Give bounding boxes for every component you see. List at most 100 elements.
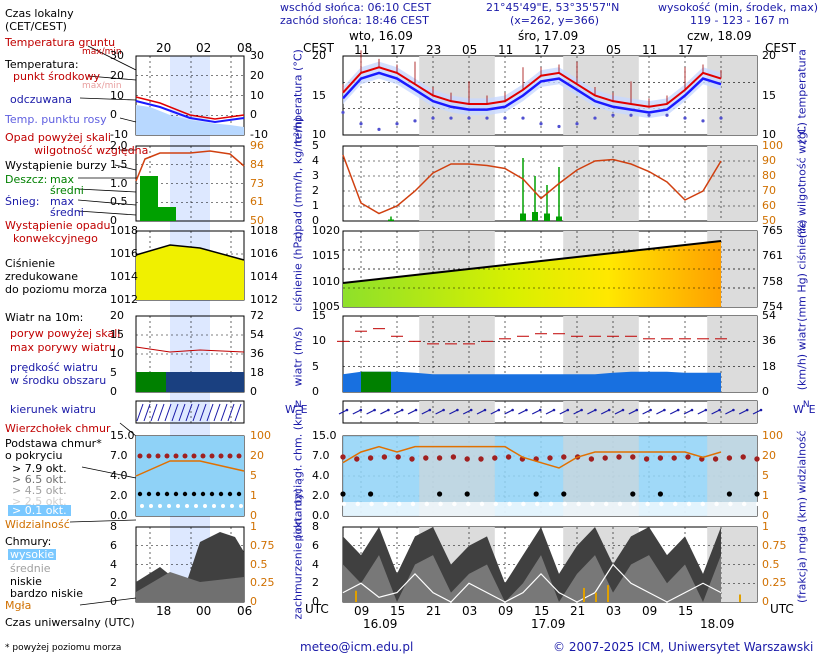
mini-tick-cov-r: 0.5 [250,557,268,571]
mini-gust-line [135,346,245,353]
coords-text: 21°45'49"E, 53°35'57"N [486,1,620,14]
cloud-base-dot-light [562,501,567,507]
cloud-base-dot-light [424,501,429,507]
wind-arrow-head [442,408,445,412]
wind-arrow [352,409,362,415]
cloud-base-dot-light [576,501,581,507]
main-tick-press-l: 1020 [312,224,340,237]
cest-tick: 05 [462,43,478,57]
mini-tick-cb-r: 5 [250,469,257,482]
legend-okt79: > 7.9 okt. [12,462,67,475]
mini-tick-wind-r: 18 [250,366,264,379]
main-tick-wind-l: 0 [312,385,319,398]
mini-top-tick-2: 02 [196,41,212,55]
wind-arrow [366,409,375,415]
fog-bar [607,585,609,602]
main-tick-wind-l: 5 [312,359,319,373]
wind-arrow-head [759,408,763,412]
wind-arrow [476,409,486,415]
cloud-top-dot [409,456,415,462]
legend-clouds: Chmury: [5,535,52,548]
wind-arrow-head [594,408,597,412]
compass-right: WNE [793,400,816,416]
mini-tick-cov-l: 2 [110,576,117,590]
wind-arrow-head [511,408,514,412]
dewpoint-dot [701,119,705,123]
legend-connector [87,75,137,81]
mini-tick-cov-r: 0.75 [250,538,275,552]
mini-wind-arrow [199,403,207,422]
mini-bottom-tick-1: 18 [156,604,172,618]
dewpoint-dot [521,116,525,120]
legend-pressure1: Ciśnienie [5,257,56,270]
fog-bar [583,587,585,602]
mini-cloud-dot-light [140,504,144,508]
cloud-base-dot-light [590,501,595,507]
mini-tick-cb-l: 15.0 [110,429,135,442]
mini-tick-prec-l: 2.0 [110,139,128,152]
legend-mid: średnie [10,562,51,575]
mini-tick-wind-l: 5 [110,366,117,379]
utc-tick: 15 [678,604,694,618]
legend-utc-time: Czas uniwersalny (UTC) [5,616,135,629]
mini-cloud-top-dot [173,453,179,459]
cloud-base-dot-light [355,501,360,507]
cest-tick: 05 [606,43,622,57]
mini-cloud-top-dot [155,453,161,459]
cloud-top-dot [354,456,360,462]
mini-tick-temp-r: 30 [250,49,264,62]
cloud-base-dot-light [659,501,664,507]
main-tick-temp-l: 20 [312,49,326,62]
cloud-base-dot-light [438,501,443,507]
main-tick-prec-l: 3 [312,169,319,182]
wind-arrow-head [345,408,349,412]
cloud-base-dot [340,491,346,497]
cloud-top-dot [381,454,388,460]
mini-cloud-dot [137,491,143,497]
main-tick-cb-l: 4.0 [312,469,330,482]
copyright-text: © 2007-2025 ICM, Uniwersytet Warszawski [553,640,814,654]
utc-tick: 09 [354,604,370,618]
mini-tick-temp-r: 10 [250,88,264,102]
mini-cloud-dot [164,491,170,497]
main-tick-cov-l: 0 [312,595,319,608]
dewpoint-dot [593,116,597,120]
cloud-top-dot [436,455,443,461]
wind-arrow [435,409,444,415]
main-tick-wind-r: 0 [762,385,769,398]
wind-arrow [504,409,513,415]
mini-cloud-top-dot [164,453,170,459]
mini-cloud-dot [227,491,233,497]
main-tick-prec-r: 90 [762,154,776,167]
cest-tick: 23 [570,43,586,57]
mini-cloud-top-dot [209,453,215,459]
legend-vlow: bardzo niskie [10,587,83,600]
cloud-base-dot [657,491,664,497]
dewpoint-dot [341,110,345,115]
legend-local-time: Czas lokalny [5,7,74,20]
mini-wind-green [136,372,166,392]
dewpoint-dot [395,122,399,126]
cloud-top-dot [505,454,512,460]
legend-connector [77,199,137,206]
mini-tick-temp-l: 0 [110,108,117,122]
utc-tick: 09 [498,604,514,618]
legend-okt65: > 6.5 okt. [12,473,67,486]
mini-tick-cov-l: 8 [110,520,117,533]
wind-arrow [393,409,403,415]
mini-tick-cb-l: 7.0 [110,449,128,462]
mini-tick-cov-l: 6 [110,538,117,552]
mini-tick-prec-l: 1.0 [110,176,128,190]
mini-tick-cb-l: 2.0 [110,489,128,502]
cest-left: CEST [303,41,334,55]
mini-wind-arrow [220,403,228,422]
axis-cover-right: (frakcja) mgła [795,526,809,603]
day2-label: śro, 17.09 [518,29,579,43]
cloud-top-dot [671,455,677,461]
email-link[interactable]: meteo@icm.edu.pl [300,640,414,654]
main-tick-press-r: 765 [762,224,783,237]
mini-tick-prec-r: 96 [250,139,264,152]
mini-cloud-dot [218,491,224,497]
legend-connector [69,519,137,523]
mini-wind-arrow [171,403,179,422]
